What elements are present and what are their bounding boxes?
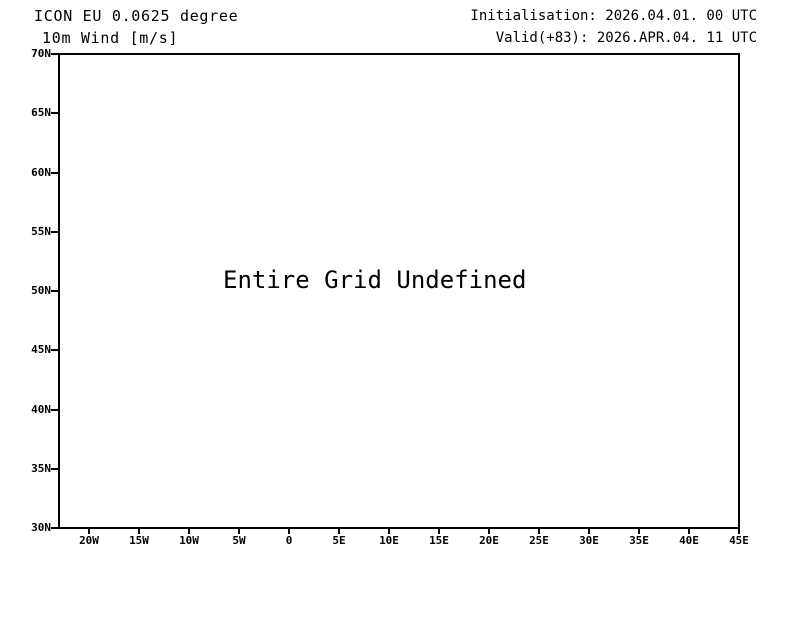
x-tick-label: 5E (332, 534, 346, 547)
y-tick-label: 40N (31, 402, 51, 416)
x-tick (138, 529, 140, 534)
x-tick (538, 529, 540, 534)
x-tick-label: 0 (285, 534, 293, 547)
valid-time-text: Valid(+83): 2026.APR.04. 11 UTC (495, 30, 757, 46)
y-tick-label: 70N (31, 47, 51, 60)
y-tick-label: 60N (31, 165, 51, 179)
y-tick (51, 53, 58, 55)
x-tick (688, 529, 690, 534)
x-tick-label: 15E (429, 534, 449, 547)
chart-title: ICON EU 0.0625 degree (34, 7, 239, 25)
x-tick-label: 20W (79, 534, 99, 547)
x-tick (288, 529, 290, 534)
y-tick-label: 35N (31, 461, 51, 475)
x-tick-label: 35E (629, 534, 649, 547)
initialisation-text: Initialisation: 2026.04.01. 00 UTC (470, 8, 757, 24)
x-tick (388, 529, 390, 534)
x-tick-label: 25E (529, 534, 549, 547)
x-tick-label: 20E (479, 534, 499, 547)
y-tick (51, 290, 58, 292)
x-tick (438, 529, 440, 534)
x-tick-label: 15W (129, 534, 149, 547)
y-tick-label: 30N (31, 521, 51, 534)
x-tick (638, 529, 640, 534)
x-tick-label: 45E (729, 534, 749, 547)
y-tick-label: 65N (31, 106, 51, 120)
x-tick (88, 529, 90, 534)
y-tick (51, 349, 58, 352)
y-tick (51, 527, 58, 529)
x-tick-label: 10W (179, 534, 199, 547)
x-tick-label: 30E (579, 534, 599, 547)
x-tick (188, 529, 190, 534)
y-tick-label: 50N (31, 284, 51, 297)
x-tick (338, 529, 340, 534)
grid-undefined-annotation: Entire Grid Undefined (223, 266, 527, 294)
y-tick (51, 171, 58, 174)
x-tick-label: 40E (679, 534, 699, 547)
y-tick-label: 45N (31, 343, 51, 357)
x-tick (738, 529, 740, 534)
y-tick (51, 230, 58, 233)
x-tick (588, 529, 590, 534)
plot-frame: Entire Grid Undefined (58, 53, 740, 529)
chart-subtitle: 10m Wind [m/s] (42, 29, 179, 47)
x-tick (238, 529, 240, 534)
y-tick-label: 55N (31, 224, 51, 238)
y-tick (51, 408, 58, 411)
y-tick (51, 112, 58, 115)
y-tick (51, 467, 58, 470)
x-tick-label: 10E (379, 534, 399, 547)
x-tick (488, 529, 490, 534)
x-tick-label: 5W (232, 534, 246, 547)
